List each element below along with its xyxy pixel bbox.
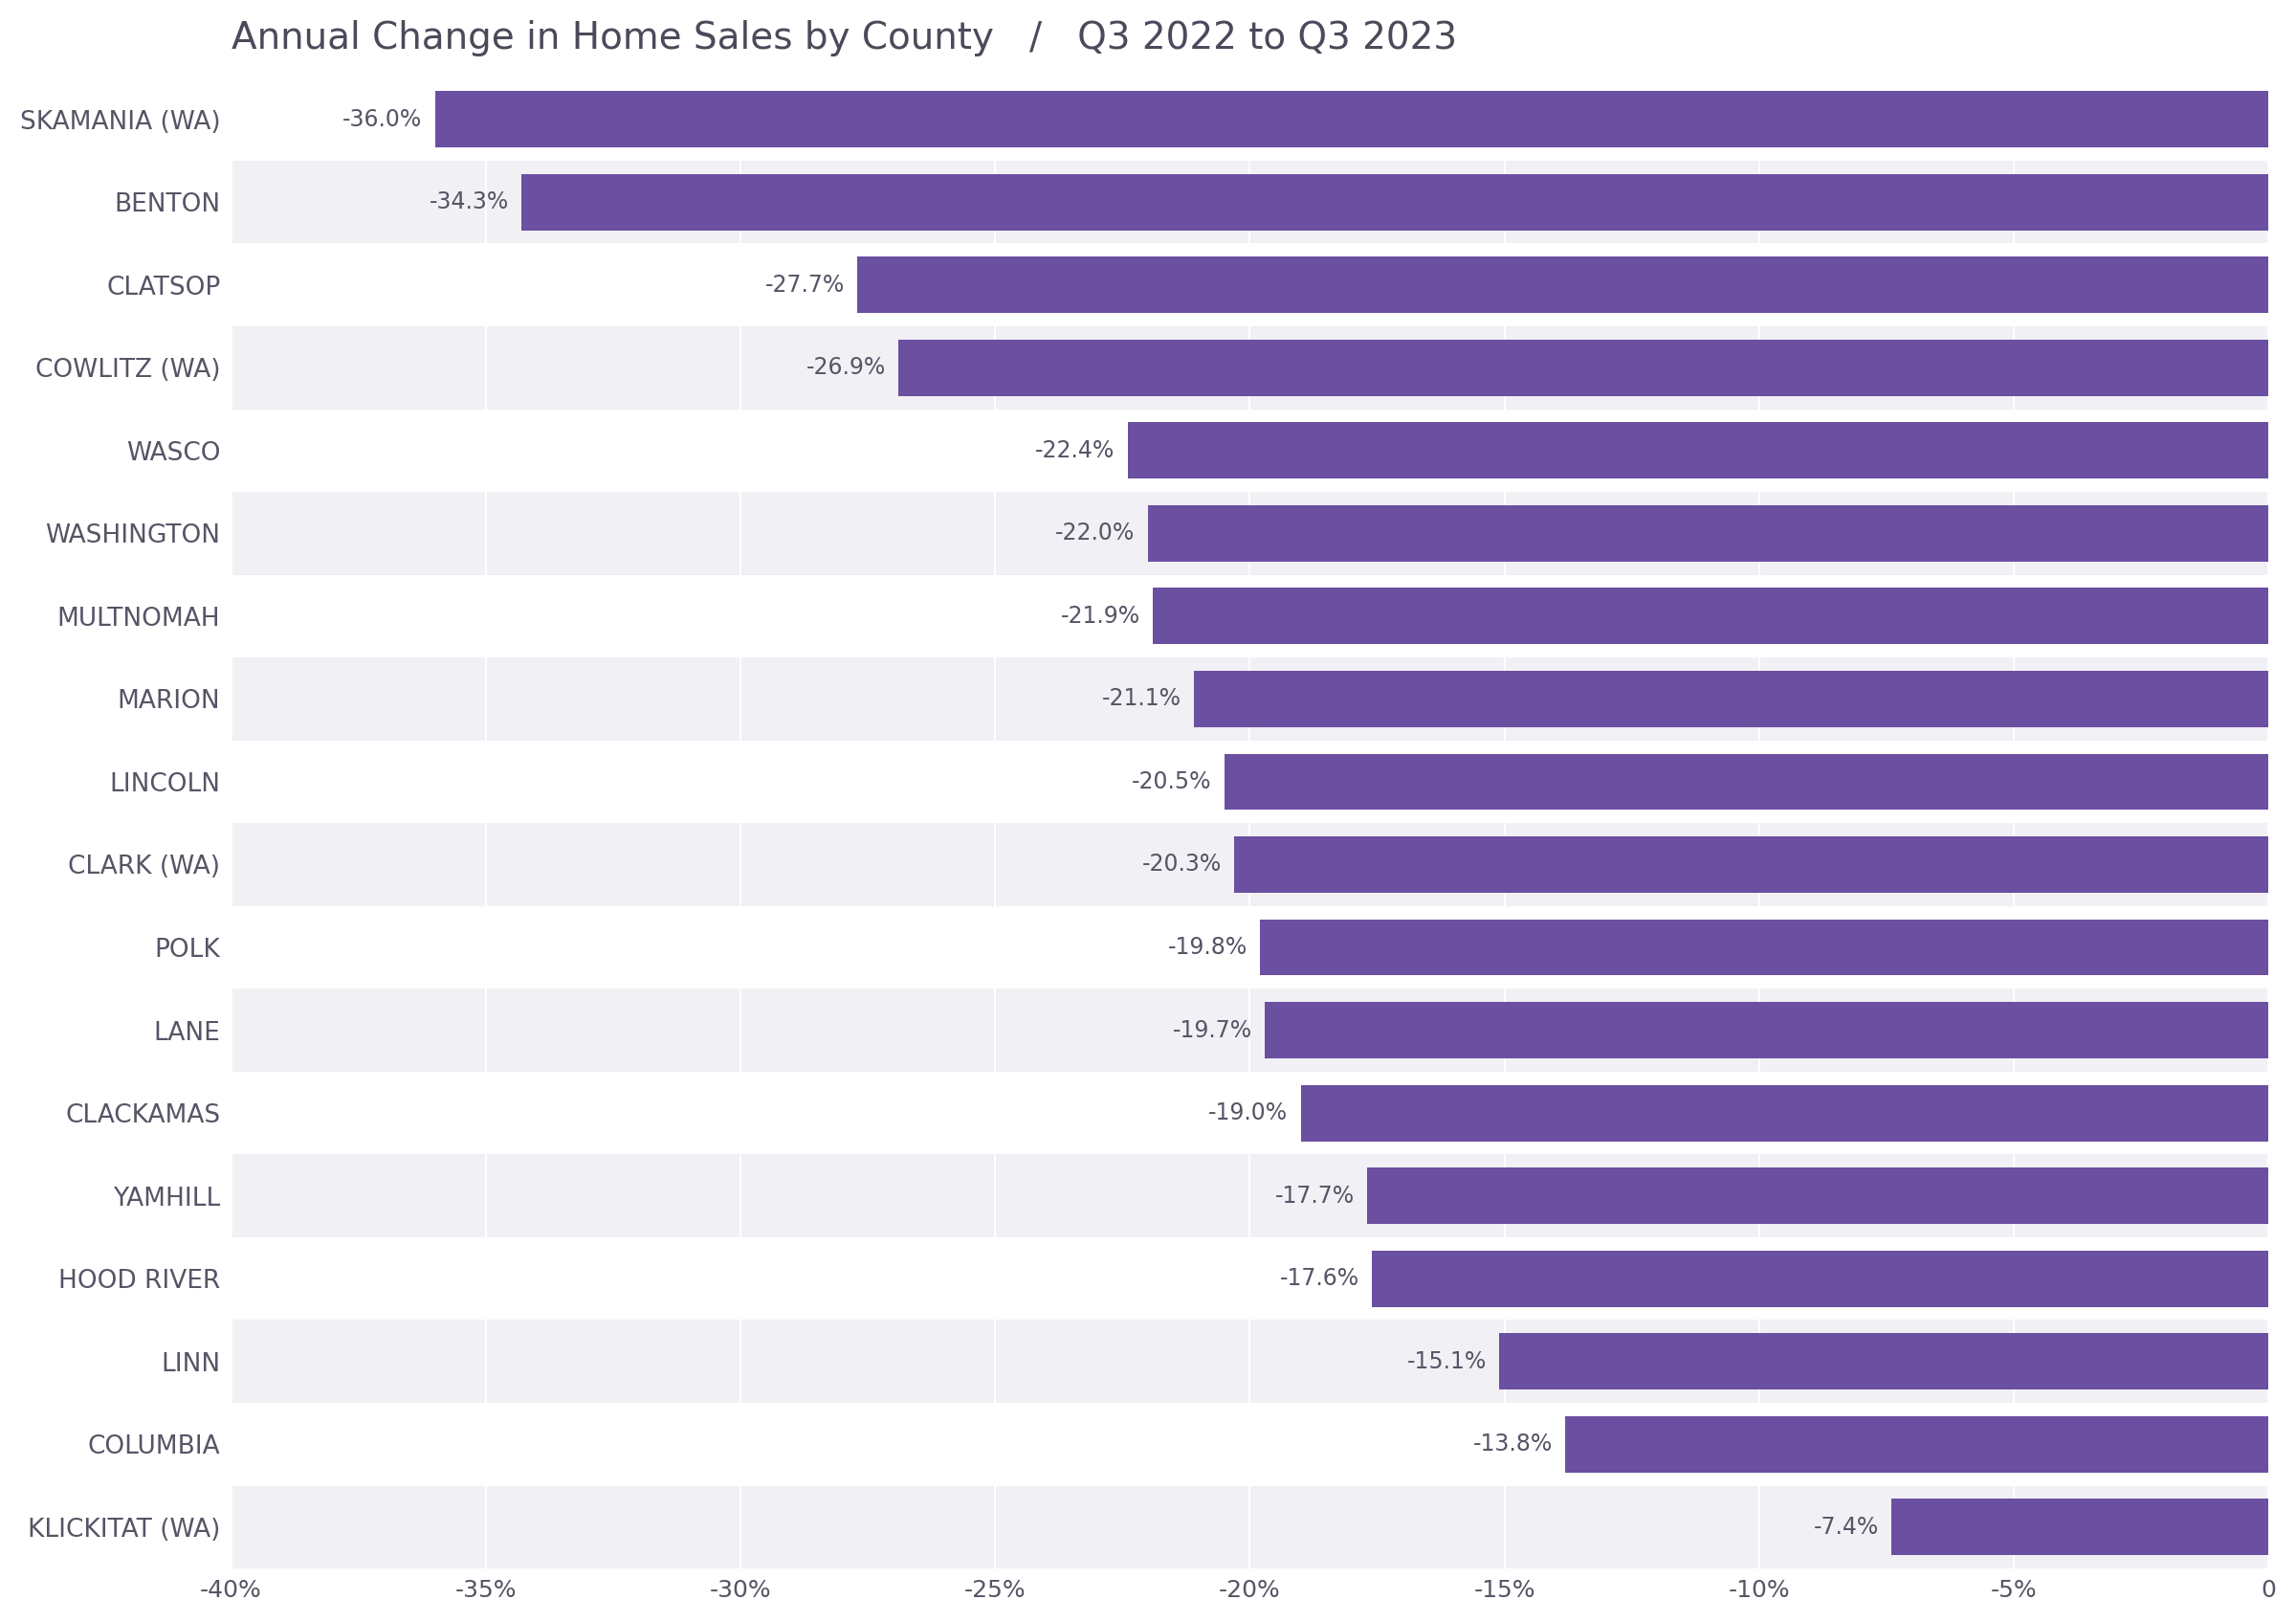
Bar: [1892, 1499, 2268, 1555]
Text: -20.5%: -20.5%: [1132, 770, 1212, 793]
Text: -21.9%: -21.9%: [1061, 605, 1141, 628]
Bar: [1194, 672, 2268, 727]
Bar: [1302, 1085, 2268, 1142]
Bar: [1499, 1333, 2268, 1390]
Bar: [232, 989, 2268, 1072]
Bar: [232, 326, 2268, 409]
Bar: [1235, 837, 2268, 892]
Bar: [1153, 589, 2268, 644]
Text: -36.0%: -36.0%: [342, 107, 422, 131]
Bar: [232, 907, 2268, 989]
Bar: [232, 1320, 2268, 1403]
Bar: [1366, 1168, 2268, 1225]
Text: -20.3%: -20.3%: [1141, 853, 1221, 876]
Text: Annual Change in Home Sales by County   /   Q3 2022 to Q3 2023: Annual Change in Home Sales by County / …: [232, 19, 1456, 57]
Bar: [232, 243, 2268, 326]
Bar: [898, 339, 2268, 396]
Text: -17.6%: -17.6%: [1279, 1267, 1359, 1289]
Bar: [1566, 1416, 2268, 1473]
Bar: [232, 1238, 2268, 1320]
Text: -22.0%: -22.0%: [1056, 522, 1134, 545]
Text: -19.0%: -19.0%: [1208, 1101, 1288, 1124]
Bar: [232, 657, 2268, 740]
Bar: [232, 78, 2268, 161]
Text: -34.3%: -34.3%: [429, 191, 510, 214]
Bar: [232, 409, 2268, 491]
Bar: [1373, 1251, 2268, 1307]
Bar: [1224, 754, 2268, 809]
Text: -15.1%: -15.1%: [1407, 1350, 1486, 1372]
Text: -27.7%: -27.7%: [765, 274, 845, 297]
Text: -17.7%: -17.7%: [1274, 1184, 1355, 1207]
Text: -7.4%: -7.4%: [1814, 1515, 1878, 1539]
Bar: [521, 174, 2268, 230]
Bar: [232, 824, 2268, 907]
Bar: [859, 256, 2268, 313]
Bar: [232, 1072, 2268, 1155]
Text: -21.1%: -21.1%: [1102, 688, 1180, 710]
Text: -26.9%: -26.9%: [806, 357, 886, 380]
Text: -22.4%: -22.4%: [1035, 440, 1116, 462]
Bar: [1261, 920, 2268, 975]
Bar: [232, 1403, 2268, 1486]
Bar: [1148, 504, 2268, 561]
Text: -19.7%: -19.7%: [1173, 1019, 1251, 1041]
Bar: [232, 1486, 2268, 1568]
Bar: [232, 574, 2268, 657]
Bar: [232, 1155, 2268, 1238]
Bar: [232, 161, 2268, 243]
Bar: [1127, 422, 2268, 478]
Bar: [232, 491, 2268, 574]
Bar: [232, 740, 2268, 824]
Text: -19.8%: -19.8%: [1169, 936, 1247, 959]
Bar: [434, 91, 2268, 148]
Text: -13.8%: -13.8%: [1474, 1432, 1552, 1455]
Bar: [1265, 1002, 2268, 1058]
